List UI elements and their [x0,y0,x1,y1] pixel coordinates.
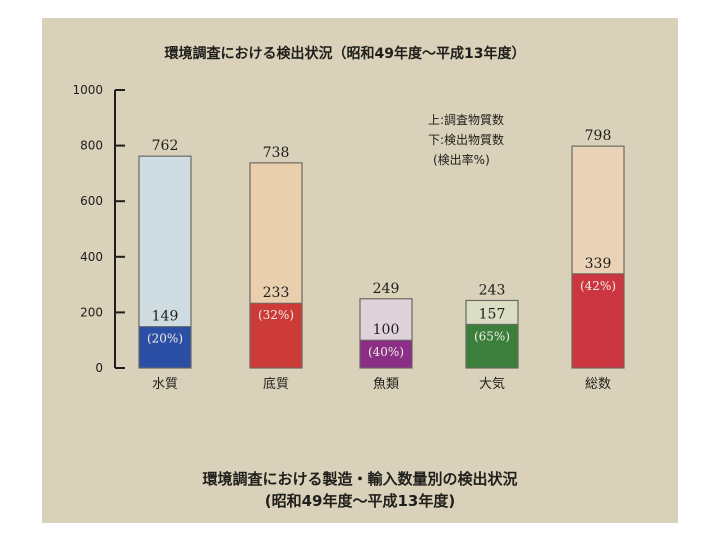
x-category-label: 総数 [585,377,611,392]
y-tick-label: 800 [80,139,103,153]
y-tick-label: 1000 [72,83,103,97]
value-label-lower: 233 [263,285,290,301]
bar-lower [249,302,303,369]
y-tick-label: 200 [80,305,103,319]
bar-lower [359,339,413,369]
y-tick-label: 600 [80,194,103,208]
bar-lower [465,323,519,369]
legend: 上:調査物質数 下:検出物質数 (検出率%) [428,112,504,167]
value-label-lower: 100 [373,322,400,338]
detection-rate-label: (65%) [474,329,510,343]
x-category-label: 大気 [479,376,505,392]
y-axis: 0 200 400 600 800 1000 [72,83,125,375]
caption-line-1: 環境調査における製造・輸入数量別の検出状況 [202,470,518,488]
caption-line-2: (昭和49年度〜平成13年度) [264,492,456,510]
value-label-upper: 738 [263,145,290,161]
bars: 762 149 (20%) 水質 738 233 (32%) 底質 249 100 (40%) 魚類 2… [138,128,625,392]
x-category-label: 魚類 [373,377,399,392]
bar-lower [571,273,625,369]
detection-rate-label: (32%) [258,308,294,322]
value-label-lower: 339 [585,256,612,272]
legend-line-upper: 上:調査物質数 [428,112,504,127]
detection-rate-label: (20%) [147,332,183,346]
value-label-upper: 249 [373,281,400,297]
detection-rate-label: (42%) [580,279,616,293]
value-label-upper: 762 [152,138,179,154]
legend-line-rate: (検出率%) [433,152,490,167]
x-category-label: 底質 [263,376,289,392]
chart-title: 環境調査における検出状況（昭和49年度〜平成13年度） [165,45,526,62]
value-label-upper: 243 [479,282,506,298]
bar-lower [138,326,192,369]
detection-rate-label: (40%) [368,345,404,359]
value-label-lower: 157 [479,306,506,322]
value-label-lower: 149 [152,309,179,325]
legend-line-lower: 下:検出物質数 [428,132,504,147]
y-tick-label: 0 [95,361,103,375]
x-category-label: 水質 [152,377,178,392]
y-tick-label: 400 [80,250,103,264]
value-label-upper: 798 [585,128,612,144]
